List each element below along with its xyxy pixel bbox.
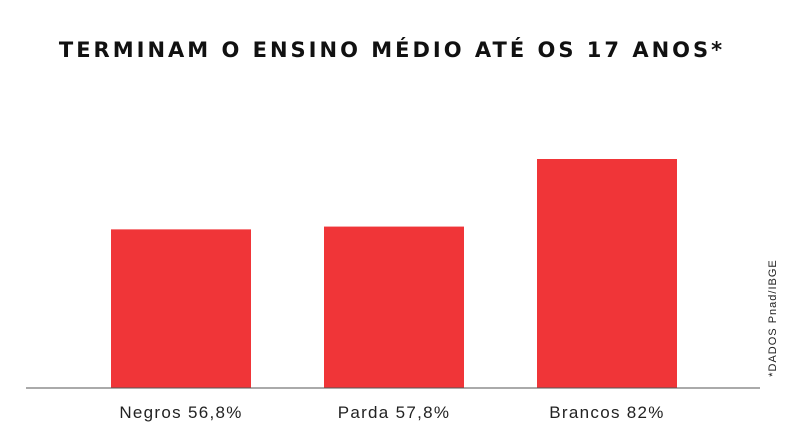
source-note: *DADOS Pnad/IBGE: [767, 259, 779, 377]
bar-brancos: [537, 159, 677, 388]
chart-title: TERMINAM O ENSINO MÉDIO ATÉ OS 17 ANOS*: [59, 37, 725, 62]
category-label-parda: Parda 57,8%: [338, 403, 451, 422]
category-label-brancos: Brancos 82%: [549, 403, 664, 422]
bar-parda: [324, 226, 464, 388]
category-label-negros: Negros 56,8%: [119, 403, 242, 422]
category-labels: Negros 56,8% Parda 57,8% Brancos 82%: [119, 403, 664, 422]
bar-negros: [111, 229, 251, 388]
bars-group: [111, 159, 677, 388]
